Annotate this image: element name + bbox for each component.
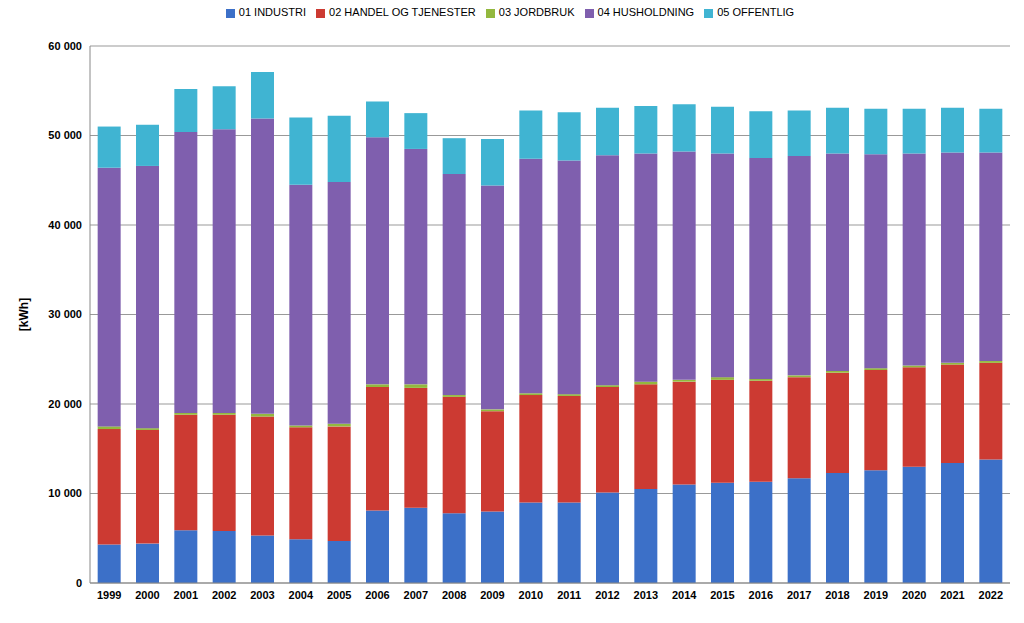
svg-text:40 000: 40 000	[48, 219, 82, 231]
svg-text:2002: 2002	[212, 589, 236, 601]
svg-text:2009: 2009	[480, 589, 504, 601]
svg-text:2019: 2019	[864, 589, 888, 601]
html-text:02 HANDEL OG TJENESTER: 02 HANDEL OG TJENESTER	[329, 6, 476, 18]
svg-text:2018: 2018	[825, 589, 849, 601]
svg-text:2022: 2022	[979, 589, 1003, 601]
svg-text:[kWh]: [kWh]	[17, 298, 31, 331]
svg-text:0: 0	[76, 577, 82, 589]
svg-text:2021: 2021	[940, 589, 964, 601]
svg-text:2010: 2010	[519, 589, 543, 601]
svg-text:2012: 2012	[595, 589, 619, 601]
html-text:05 OFFENTLIG: 05 OFFENTLIG	[717, 6, 795, 18]
svg-text:2000: 2000	[135, 589, 159, 601]
svg-text:2004: 2004	[289, 589, 314, 601]
svg-text:2008: 2008	[442, 589, 466, 601]
svg-text:2020: 2020	[902, 589, 926, 601]
svg-text:2011: 2011	[557, 589, 581, 601]
svg-text:1999: 1999	[97, 589, 121, 601]
svg-text:30 000: 30 000	[48, 308, 82, 320]
html-text:01 INDUSTRI: 01 INDUSTRI	[238, 6, 307, 18]
svg-text:20 000: 20 000	[48, 398, 82, 410]
html-text:03 JORDBRUK: 03 JORDBRUK	[498, 6, 575, 18]
svg-text:2016: 2016	[749, 589, 773, 601]
svg-text:2003: 2003	[250, 589, 274, 601]
svg-text:2015: 2015	[710, 589, 734, 601]
svg-text:2017: 2017	[787, 589, 811, 601]
svg-text:60 000: 60 000	[48, 40, 82, 52]
svg-text:2006: 2006	[365, 589, 389, 601]
svg-text:2013: 2013	[634, 589, 658, 601]
svg-text:2007: 2007	[404, 589, 428, 601]
html-text:04 HUSHOLDNING: 04 HUSHOLDNING	[597, 6, 695, 18]
svg-text:10 000: 10 000	[48, 487, 82, 499]
svg-text:2001: 2001	[174, 589, 198, 601]
svg-text:50 000: 50 000	[48, 129, 82, 141]
svg-text:2014: 2014	[672, 589, 697, 601]
svg-text:2005: 2005	[327, 589, 351, 601]
